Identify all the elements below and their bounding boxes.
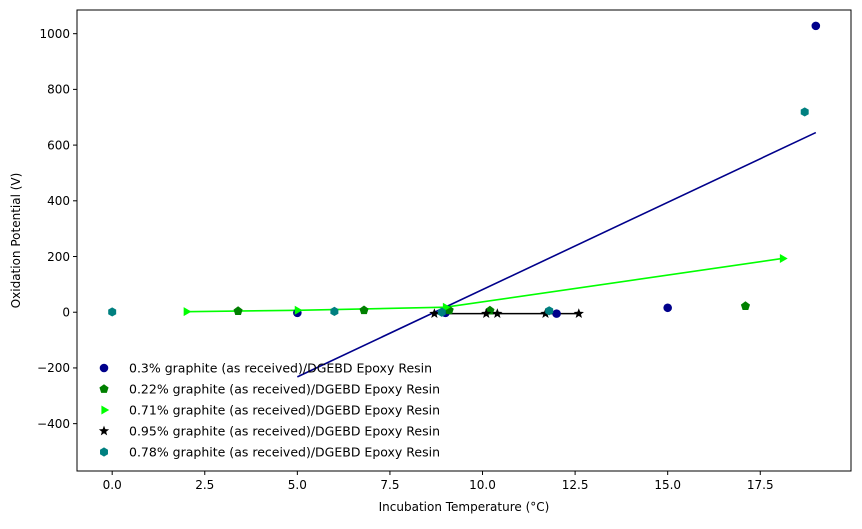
data-point-series-3-1	[183, 307, 192, 317]
data-point-series-3-2	[294, 305, 303, 315]
data-point-series-2-1	[233, 306, 243, 315]
data-point-series-2-5	[740, 301, 751, 310]
x-tick-label: 7.5	[380, 478, 399, 492]
data-point-series-4-1	[429, 308, 440, 318]
y-tick-label: 0	[62, 306, 70, 320]
x-tick-label: 5.0	[288, 478, 307, 492]
x-axis: 0.0 2.5 5.0 7.5 10.0 12.5 15.0 17.5	[103, 471, 774, 492]
x-tick-label: 15.0	[654, 478, 681, 492]
legend-label-series-3: 0.71% graphite (as received)/DGEBD Epoxy…	[129, 403, 440, 418]
data-point-series-5-3	[437, 307, 446, 317]
data-point-series-5-4	[545, 306, 554, 316]
y-tick-label: 1000	[39, 27, 70, 41]
x-tick-label: 10.0	[469, 478, 496, 492]
data-point-series-4-2	[481, 308, 492, 318]
y-tick-label: 200	[47, 250, 70, 264]
y-tick-label: 400	[47, 194, 70, 208]
legend-marker-series-1	[99, 363, 109, 373]
legend-marker-series-3	[101, 405, 110, 415]
legend-label-series-5: 0.78% graphite (as received)/DGEBD Epoxy…	[129, 445, 440, 460]
y-tick-label: −200	[37, 361, 70, 375]
fit-line-series-1	[297, 131, 817, 378]
data-point-series-1-5	[811, 21, 821, 31]
legend-marker-series-5	[100, 447, 108, 457]
x-tick-label: 0.0	[103, 478, 122, 492]
legend: 0.3% graphite (as received)/DGEBD Epoxy …	[98, 361, 440, 460]
data-markers	[108, 21, 821, 318]
data-point-series-5-1	[108, 307, 117, 317]
data-point-series-1-3	[552, 309, 561, 318]
plot-frame	[76, 9, 852, 472]
legend-marker-series-2	[99, 384, 109, 393]
x-tick-label: 12.5	[562, 478, 589, 492]
data-point-series-4-3	[492, 308, 503, 318]
legend-marker-series-4	[98, 425, 110, 436]
legend-label-series-2: 0.22% graphite (as received)/DGEBD Epoxy…	[129, 382, 440, 397]
y-axis: −400 −200 0 200 400 600 800 1000	[37, 27, 77, 431]
x-tick-label: 2.5	[195, 478, 214, 492]
data-point-series-5-5	[800, 107, 809, 117]
x-tick-label: 17.5	[747, 478, 774, 492]
y-axis-label: Oxidation Potential (V)	[9, 173, 23, 309]
x-axis-label: Incubation Temperature (°C)	[379, 500, 550, 514]
fit-line-series-3	[186, 257, 783, 313]
y-tick-label: 600	[47, 138, 70, 152]
data-point-series-2-2	[359, 305, 369, 315]
data-point-series-5-2	[330, 306, 339, 316]
fit-lines	[186, 131, 817, 378]
legend-label-series-4: 0.95% graphite (as received)/DGEBD Epoxy…	[129, 424, 440, 439]
data-point-series-3-4	[779, 253, 788, 263]
y-tick-label: −400	[37, 417, 70, 431]
legend-label-series-1: 0.3% graphite (as received)/DGEBD Epoxy …	[129, 361, 432, 376]
data-point-series-1-4	[663, 303, 672, 313]
data-point-series-4-5	[573, 308, 584, 318]
y-tick-label: 800	[47, 83, 70, 97]
